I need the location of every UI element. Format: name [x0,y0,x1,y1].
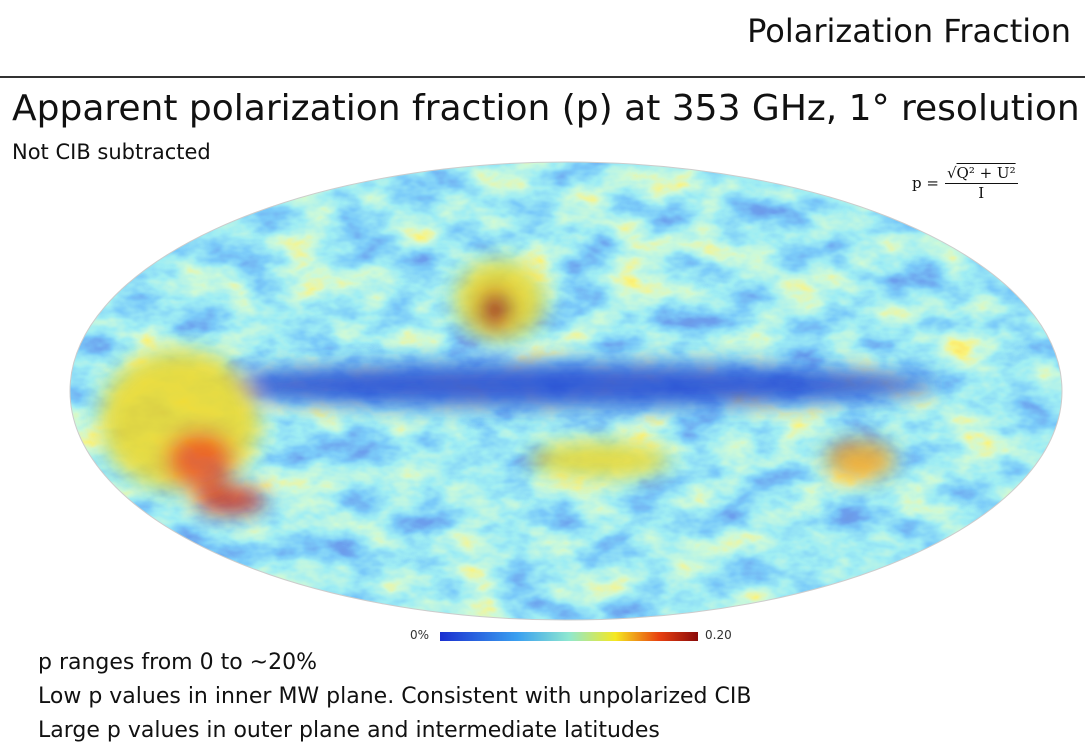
bullet: Low p values in inner MW plane. Consiste… [38,684,751,709]
colorbar [440,632,698,641]
slide: Polarization Fraction Apparent polarizat… [0,0,1085,751]
bullet: Large p values in outer plane and interm… [38,718,660,743]
sky-map [0,0,1085,751]
map-fill [70,162,1062,620]
colorbar-max-label: 0.20 [705,628,732,642]
bullet: p ranges from 0 to ~20% [38,650,317,675]
colorbar-min-label: 0% [410,628,429,642]
